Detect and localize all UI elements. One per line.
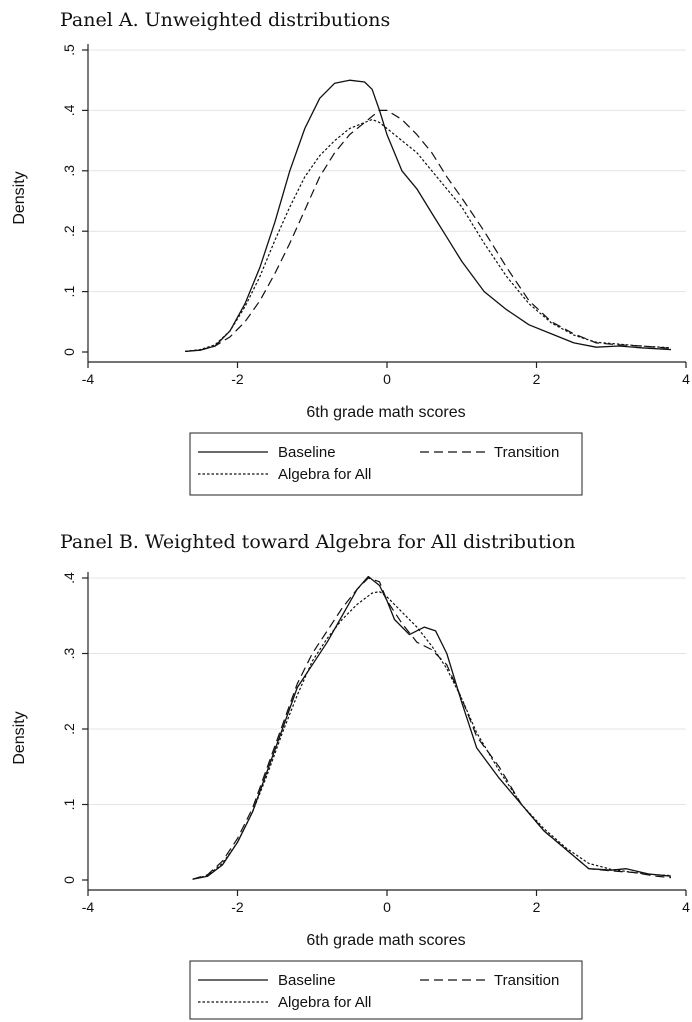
panel-a-x-axis-label: 6th grade math scores	[306, 404, 465, 421]
panel-b-ticks: 0 .1 .2 .3 .4 -4 -2 0 2 4	[61, 572, 690, 915]
panel-b-x-tick-label: -4	[82, 899, 95, 915]
panel-a-series-transition	[185, 109, 672, 352]
panel-b-title: Panel B. Weighted toward Algebra for All…	[60, 531, 576, 553]
panel-b-legend-label: Algebra for All	[278, 994, 371, 1011]
panel-b-series	[192, 575, 672, 880]
panel-b-x-tick-label: -2	[231, 899, 244, 915]
panel-a-series-baseline	[185, 79, 672, 353]
panel-a-y-tick-label: .5	[61, 44, 77, 56]
panel-b-y-tick-label: 0	[61, 876, 77, 884]
panel-a-y-tick-label: .3	[61, 165, 77, 177]
panel-b-series-algebra-for-all	[192, 591, 672, 880]
panel-a-x-tick-label: 4	[682, 371, 690, 387]
panel-b-legend: Baseline Transition Algebra for All	[189, 960, 583, 1020]
panel-a-x-tick-label: -4	[82, 371, 95, 387]
panel-b-series-transition	[192, 577, 672, 880]
panel-a-legend-label: Baseline	[278, 444, 336, 461]
panel-a-y-tick-label: 0	[61, 348, 77, 356]
panel-b-x-tick-label: 2	[533, 899, 541, 915]
panel-b-legend-label: Baseline	[278, 972, 336, 989]
panel-a-x-tick-label: -2	[231, 371, 244, 387]
panel-a-y-tick-label: .1	[61, 286, 77, 298]
panel-b-series-baseline	[192, 575, 672, 880]
panel-b-legend-box	[189, 960, 583, 1020]
panel-b-x-tick-label: 0	[383, 899, 391, 915]
panel-a-y-tick-label: .2	[61, 225, 77, 237]
panel-b-grid	[88, 577, 686, 805]
panel-a-series-algebra-for-all	[185, 118, 672, 352]
panel-b-x-tick-label: 4	[682, 899, 690, 915]
panel-a-grid	[88, 49, 686, 293]
panel-b-legend-label: Transition	[494, 972, 559, 989]
panel-a-x-tick-label: 2	[533, 371, 541, 387]
panel-b-y-axis-label: Density	[11, 711, 28, 764]
panel-a-series	[185, 79, 672, 353]
panel-a-axes	[87, 44, 686, 363]
panel-a-legend: Baseline Transition Algebra for All	[189, 432, 583, 496]
panel-a-x-tick-label: 0	[383, 371, 391, 387]
panel-b-y-tick-label: .1	[61, 798, 77, 810]
panel-a-legend-label: Transition	[494, 444, 559, 461]
panel-a-legend-label: Algebra for All	[278, 466, 371, 483]
panel-b-y-tick-label: .4	[61, 572, 77, 584]
panel-a-title: Panel A. Unweighted distributions	[60, 9, 390, 31]
panel-b-y-tick-label: .3	[61, 647, 77, 659]
panel-a-legend-box	[189, 432, 583, 496]
panel-a-y-tick-label: .4	[61, 104, 77, 116]
panel-a-ticks: 0 .1 .2 .3 .4 .5 -4 -2 0 2 4	[61, 44, 690, 387]
panel-a-y-axis-label: Density	[11, 171, 28, 224]
panel-b-y-tick-label: .2	[61, 723, 77, 735]
panel-b-axes	[87, 572, 686, 891]
panel-b-x-axis-label: 6th grade math scores	[306, 932, 465, 949]
panel-b: Panel B. Weighted toward Algebra for All…	[11, 531, 690, 1020]
panel-a: Panel A. Unweighted distributions 0 .1 .2.…	[11, 9, 690, 496]
